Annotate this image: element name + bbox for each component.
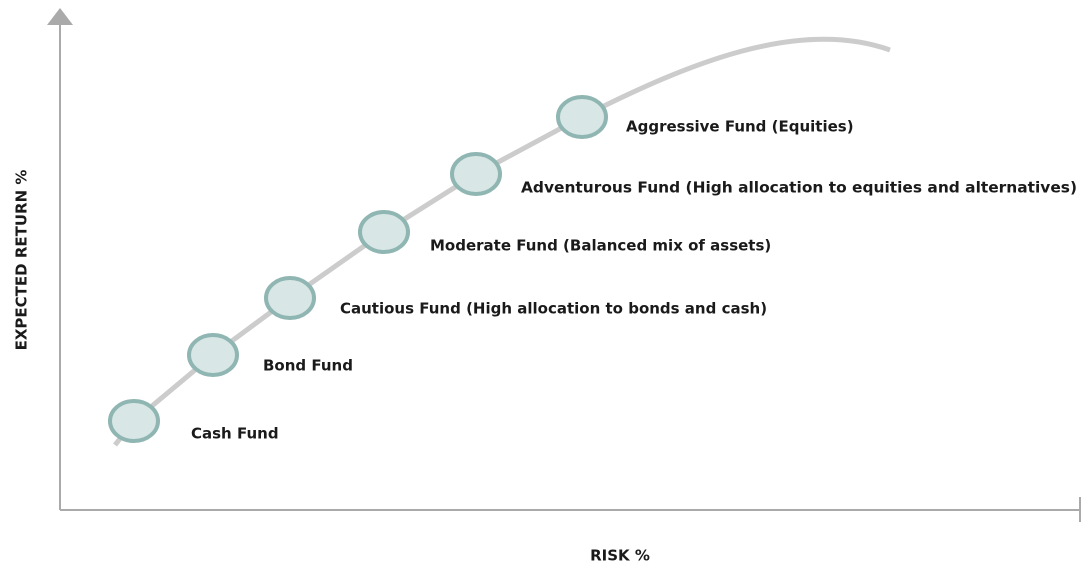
fund-label: Moderate Fund (Balanced mix of assets) [430, 237, 771, 255]
y-axis-arrow [47, 8, 73, 25]
fund-label: Bond Fund [263, 357, 353, 375]
fund-label: Adventurous Fund (High allocation to equ… [521, 179, 1077, 197]
fund-node [556, 95, 608, 139]
fund-node [108, 399, 160, 443]
y-axis-label: EXPECTED RETURN % [13, 170, 31, 351]
fund-node [358, 210, 410, 254]
fund-label: Cash Fund [191, 425, 279, 443]
nodes: Cash Fund Bond Fund Cautious Fund (High … [108, 95, 1077, 443]
fund-node [264, 276, 316, 320]
fund-node [187, 333, 239, 377]
x-axis-label: RISK % [590, 547, 650, 565]
risk-return-curve [113, 36, 891, 447]
fund-node [450, 152, 502, 196]
fund-label: Cautious Fund (High allocation to bonds … [340, 300, 767, 318]
fund-label: Aggressive Fund (Equities) [626, 118, 854, 136]
